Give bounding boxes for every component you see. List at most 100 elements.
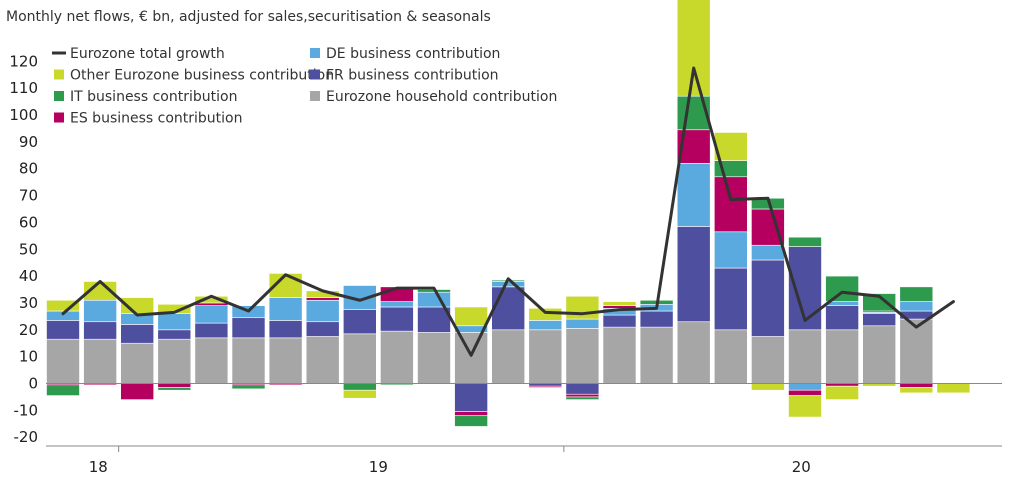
legend-label: Eurozone household contribution	[326, 89, 557, 105]
bar-segment	[454, 332, 488, 384]
bar-stack-Sep-20	[862, 293, 897, 387]
bar-segment	[825, 385, 859, 400]
bar-segment	[899, 387, 934, 394]
y-tick-label: 80	[19, 160, 38, 178]
bar-segment	[788, 389, 822, 396]
bar-segment	[491, 329, 526, 384]
bar-stack-Feb-19	[157, 303, 192, 391]
legend-item: Eurozone household contribution	[310, 89, 557, 105]
legend-swatch	[310, 48, 320, 58]
bar-stack-Aug-20	[825, 275, 859, 400]
bar-segment	[639, 310, 674, 328]
bar-stack-May-19	[268, 273, 303, 386]
y-tick-label: -10	[14, 401, 39, 419]
line-layer	[61, 66, 955, 357]
y-tick-label: 110	[9, 79, 38, 97]
bar-segment	[454, 306, 488, 327]
bar-segment	[899, 301, 934, 312]
legend-item: ES business contribution	[54, 111, 243, 127]
bar-segment	[342, 383, 377, 391]
bar-segment	[788, 329, 822, 384]
bar-segment	[528, 385, 563, 388]
bar-segment	[305, 297, 340, 301]
bar-segment	[342, 333, 377, 384]
bar-segment	[602, 326, 637, 384]
legend-label: Other Eurozone business contribution	[70, 68, 334, 84]
y-tick-label: 70	[19, 187, 38, 205]
bar-segment	[751, 244, 785, 261]
bar-segment	[528, 329, 563, 384]
bar-segment	[751, 336, 785, 384]
bar-segment	[83, 321, 117, 340]
bar-stack-Jul-20	[788, 236, 822, 418]
legend-label: FR business contribution	[326, 68, 499, 84]
y-tick-label: 10	[19, 348, 38, 366]
bar-segment	[380, 301, 414, 308]
bar-segment	[862, 325, 897, 384]
bar-segment	[899, 383, 934, 388]
bar-segment	[713, 176, 748, 233]
bar-segment	[194, 305, 229, 324]
bar-segment	[454, 411, 488, 417]
bar-segment	[825, 329, 859, 384]
bar-stack-Nov-19	[491, 279, 526, 384]
bar-segment	[491, 286, 526, 331]
legend-swatch	[54, 91, 64, 101]
bar-segment	[83, 338, 117, 384]
bar-segment	[305, 299, 340, 323]
legend-swatch	[54, 69, 64, 80]
bar-segment	[380, 306, 414, 332]
bar-segment	[194, 337, 229, 384]
bar-stack-Dec-19	[528, 308, 563, 388]
bar-stack-Apr-19	[231, 305, 266, 390]
y-tick-label: 120	[9, 52, 38, 70]
x-tick-label: 18	[89, 458, 108, 476]
bar-stack-Aug-19	[380, 286, 414, 386]
y-tick-label: -20	[14, 428, 39, 446]
bar-segment	[268, 320, 303, 339]
bar-segment	[751, 383, 785, 391]
bar-segment	[528, 308, 563, 321]
y-tick-label: 0	[28, 375, 38, 393]
bar-segment	[268, 297, 303, 321]
bar-segment	[157, 338, 192, 384]
legend-label: DE business contribution	[326, 46, 500, 62]
bar-segment	[788, 395, 822, 418]
bar-segment	[342, 389, 377, 399]
bar-stack-Mar-20	[639, 299, 674, 384]
legend-label: ES business contribution	[70, 111, 243, 127]
bar-stack-Oct-19	[454, 306, 488, 427]
bar-segment	[157, 383, 192, 388]
bar-segment	[565, 328, 600, 384]
bar-segment	[676, 321, 711, 384]
bar-segment	[565, 383, 600, 395]
legend-swatch	[310, 69, 320, 80]
bar-segment	[342, 309, 377, 335]
bar-segment	[565, 396, 600, 400]
bar-segment	[305, 336, 340, 384]
bar-segment	[231, 384, 266, 390]
y-tick-label: 30	[19, 294, 38, 312]
y-axis: -20 -10 0 10 20 30 40 50 60 70 80 90 100 110 120	[9, 52, 38, 446]
bar-segment	[194, 302, 229, 306]
bar-segment	[565, 295, 600, 320]
bar-segment	[676, 226, 711, 323]
y-tick-label: 100	[9, 106, 38, 124]
bar-stack-Mar-19	[194, 295, 229, 384]
bar-segment	[862, 313, 897, 327]
bar-segment	[417, 306, 451, 333]
bar-segment	[268, 337, 303, 384]
bar-stack-Apr-20	[676, 0, 711, 384]
bar-segment	[713, 231, 748, 269]
y-tick-label: 40	[19, 267, 38, 285]
bar-segment	[936, 383, 971, 394]
bar-segment	[46, 338, 80, 384]
bar-segment	[825, 305, 859, 331]
bar-segment	[305, 321, 340, 337]
chart-title: Monthly net flows, € bn, adjusted for sa…	[6, 9, 491, 25]
bar-segment	[46, 320, 80, 340]
y-tick-label: 60	[19, 213, 38, 231]
bar-stack-Jun-19	[305, 290, 340, 384]
bar-stack-May-20	[713, 132, 748, 384]
